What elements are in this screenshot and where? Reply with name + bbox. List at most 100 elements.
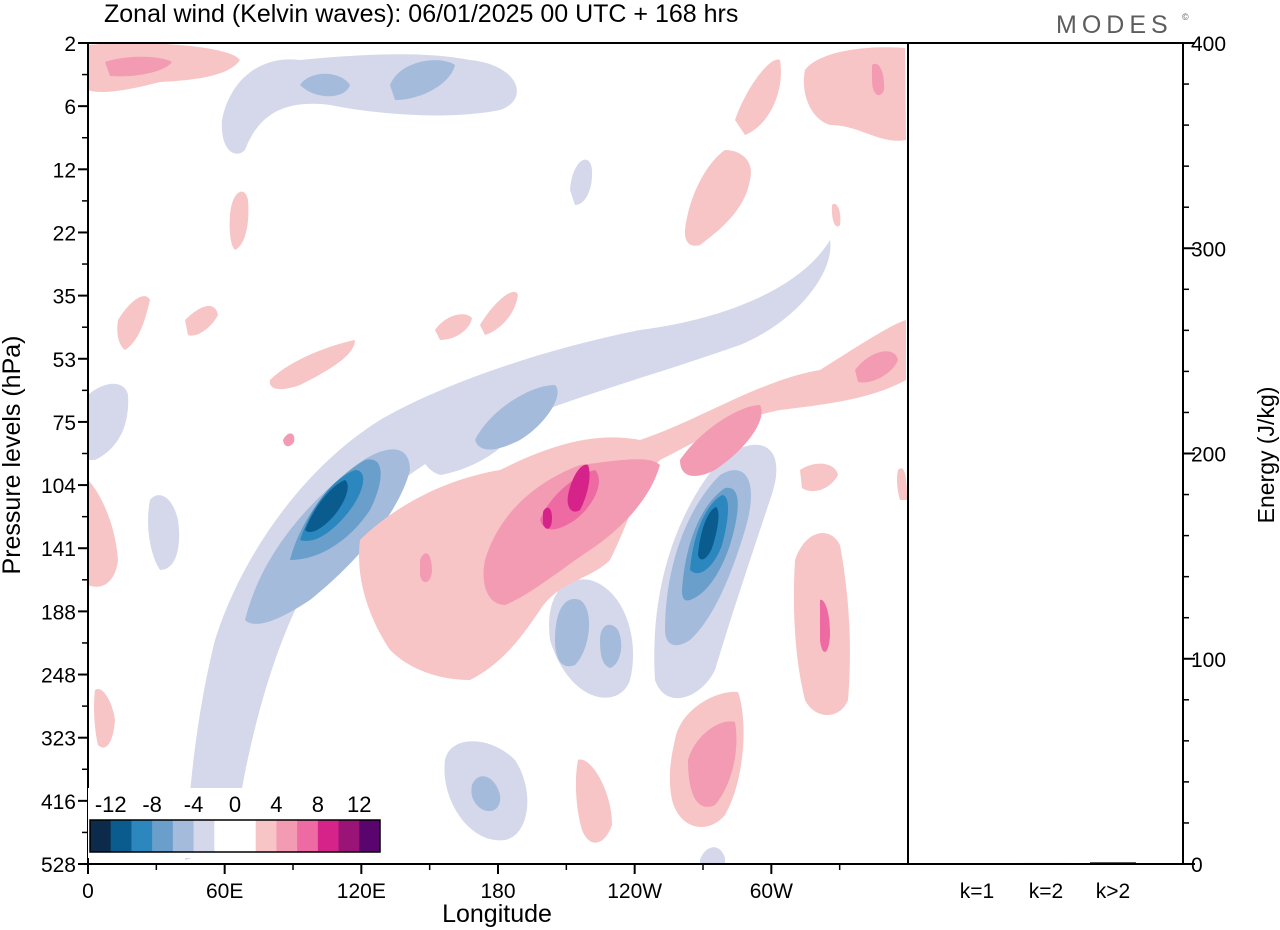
colorbar-swatch: [193, 820, 215, 852]
heatmap-y-axis: 2 6 12 22 35 53 75 104 141 188 248 323 416 528: [41, 33, 88, 877]
heatmap-x-axis: 0 60E 120E 180 120W 60W: [82, 864, 841, 903]
modes-logo: MODES ©: [1056, 11, 1189, 39]
x-tick-label: 180: [480, 880, 515, 903]
energy-category-label: k=2: [1029, 880, 1063, 903]
x-tick-label: 0: [82, 880, 94, 903]
positive-anomaly-band-17: [872, 63, 885, 96]
energy-y-tick-label: 300: [1191, 238, 1226, 261]
negative-anomaly-band-20: [475, 385, 558, 450]
y-tick-label: 75: [53, 412, 76, 435]
colorbar-swatch: [359, 820, 381, 852]
negative-anomaly-band-24: [700, 847, 725, 864]
negative-anomaly-band-22: [148, 495, 180, 570]
positive-anomaly-band-24: [117, 296, 150, 350]
colorbar-swatch: [131, 820, 153, 852]
negative-anomaly-band-23: [570, 159, 593, 205]
x-tick-label: 60E: [206, 880, 243, 903]
positive-anomaly-band-18: [735, 59, 781, 136]
positive-anomaly-band-13: [88, 480, 118, 587]
negative-anomaly-band-15: [471, 776, 501, 812]
y-tick-label: 53: [53, 349, 76, 372]
positive-anomaly-band-12: [820, 599, 830, 652]
colorbar-label: 0: [229, 792, 241, 817]
energy-category-label: k>2: [1096, 880, 1130, 903]
energy-y-axis: 0 100 200 300 400: [1183, 33, 1226, 877]
energy-bar-1: [954, 863, 1000, 865]
positive-anomaly-band-28: [800, 463, 838, 492]
y-tick-label: 416: [41, 791, 76, 814]
colorbar-swatch: [235, 820, 257, 852]
y-tick-label: 188: [41, 601, 76, 624]
colorbar-swatch: [276, 820, 298, 852]
energy-bars: [954, 862, 1136, 865]
positive-anomaly-band-10: [688, 721, 737, 807]
colorbar-frame: [89, 819, 381, 853]
y-tick-label: 6: [64, 96, 76, 119]
heatmap-y-axis-label: Pressure levels (hPa): [0, 336, 26, 575]
y-tick-label: 2: [64, 33, 76, 56]
x-tick-label: 120W: [607, 880, 662, 903]
colorbar-swatch: [317, 820, 340, 852]
x-tick-label: 60W: [750, 880, 793, 903]
positive-anomaly-band-15: [105, 56, 172, 77]
positive-anomaly-band-23: [229, 191, 249, 250]
negative-anomaly-band-5: [305, 480, 348, 532]
y-tick-label: 141: [41, 538, 76, 561]
energy-x-axis: k=1 k=2 k>2: [960, 880, 1130, 903]
y-tick-label: 528: [41, 854, 76, 877]
energy-y-tick-label: 0: [1191, 854, 1203, 877]
energy-panel: 0 100 200 300 400 k=1 k=2 k>2 Energy (J/kg): [907, 33, 1279, 903]
positive-anomaly-band-2: [483, 459, 660, 605]
negative-anomaly-band-12: [555, 599, 590, 667]
positive-anomaly-band-4: [567, 464, 590, 512]
x-tick-label: 120E: [337, 880, 386, 903]
positive-anomaly-band-16: [803, 47, 906, 141]
negative-anomalies: [88, 54, 831, 864]
negative-anomaly-band-13: [600, 624, 622, 668]
colorbar-label: -12: [95, 792, 127, 817]
heatmap-panel: 2 6 12 22 35 53 75 104 141 188 248 323 416 528 0 60E 12…: [0, 33, 909, 928]
colorbar: -12 -8 -4 0 4 8 12: [88, 788, 382, 858]
y-tick-label: 22: [53, 222, 76, 245]
negative-anomaly-band-17: [300, 73, 350, 97]
colorbar-swatch: [338, 820, 360, 852]
positive-anomaly-band-7: [855, 351, 898, 383]
y-tick-label: 323: [41, 728, 76, 751]
colorbar-swatch: [90, 820, 112, 852]
energy-frame: [907, 42, 1184, 865]
y-tick-label: 12: [53, 159, 76, 182]
colorbar-swatch: [110, 820, 132, 852]
colorbar-label: 12: [347, 792, 371, 817]
positive-anomaly-band-29: [831, 203, 841, 227]
colorbar-label: -4: [184, 792, 204, 817]
negative-anomaly-band-18: [390, 60, 455, 100]
contour-field: [88, 43, 907, 864]
colorbar-label: -8: [142, 792, 162, 817]
energy-bar-2: [1023, 862, 1069, 865]
positive-anomaly-band-22: [435, 314, 472, 340]
energy-y-axis-label: Energy (J/kg): [1253, 387, 1279, 524]
energy-bar-3: [1090, 862, 1136, 864]
colorbar-swatch: [172, 820, 195, 852]
negative-anomaly-band-21: [88, 383, 129, 460]
positive-anomaly-band-8: [420, 553, 432, 583]
modes-logo-mark: ©: [1182, 12, 1189, 22]
positive-anomaly-band-31: [283, 433, 295, 447]
heatmap-x-axis-label: Longitude: [442, 900, 552, 928]
positive-anomaly-band-27: [575, 759, 612, 843]
energy-category-label: k=1: [960, 880, 994, 903]
positive-anomaly-band-6: [680, 405, 762, 476]
negative-anomaly-band-10: [698, 507, 719, 560]
energy-y-tick-label: 400: [1191, 33, 1226, 56]
y-tick-label: 104: [41, 475, 76, 498]
colorbar-label: 4: [270, 792, 282, 817]
positive-anomaly-band-26: [94, 689, 115, 748]
positive-anomaly-band-19: [684, 150, 751, 246]
colorbar-swatch: [214, 820, 236, 852]
positive-anomaly-band-21: [480, 291, 518, 335]
energy-y-tick-label: 200: [1191, 444, 1226, 467]
colorbar-label: 8: [312, 792, 324, 817]
positive-anomaly-band-5: [543, 507, 552, 529]
modes-logo-text: MODES: [1056, 11, 1173, 39]
positive-anomalies: [88, 43, 907, 843]
